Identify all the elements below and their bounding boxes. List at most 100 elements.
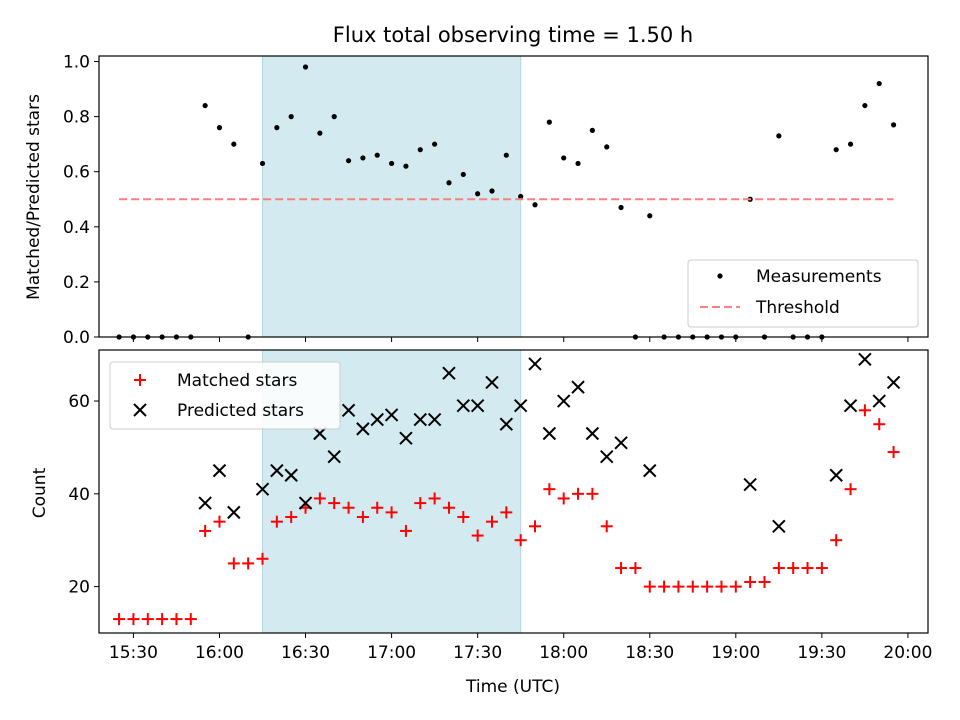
top-y-axis-label: Matched/Predicted stars	[24, 94, 44, 300]
top-y-tick-label: 0.0	[63, 328, 90, 348]
bottom-y-tick-label: 40	[68, 485, 90, 505]
matched-star-point	[830, 534, 843, 547]
predicted-star-point	[886, 375, 901, 390]
matched-star-point	[485, 515, 498, 528]
measurement-point	[532, 202, 538, 208]
matched-star-point	[600, 520, 613, 533]
matched-star-point	[629, 562, 642, 575]
matched-star-point	[500, 506, 513, 519]
matched-star-point	[156, 613, 169, 626]
top-y-tick-label: 1.0	[63, 53, 90, 73]
measurement-point	[833, 147, 839, 153]
predicted-star-point	[872, 394, 886, 408]
matched-star-point	[399, 524, 412, 537]
predicted-star-point	[313, 426, 327, 441]
bottom-x-tick-label: 19:30	[797, 643, 846, 663]
legend-measurements-marker	[717, 273, 723, 279]
predicted-star-point	[270, 463, 284, 478]
matched-star-point	[141, 613, 154, 626]
predicted-star-point	[556, 394, 571, 408]
measurement-point	[460, 171, 466, 178]
measurement-point	[302, 64, 309, 70]
measurement-point	[546, 119, 552, 125]
bottom-y-ticks: 20 40 60	[68, 392, 99, 598]
legend-matched-label: Matched stars	[177, 371, 297, 391]
top-y-tick-label: 0.8	[63, 108, 90, 128]
measurement-point	[388, 160, 395, 167]
top-y-tick-label: 0.4	[63, 218, 90, 238]
matched-star-point	[543, 483, 556, 496]
measurement-point	[446, 180, 452, 186]
measurement-point	[403, 163, 409, 169]
predicted-star-point	[255, 482, 270, 496]
predicted-star-point	[858, 352, 872, 366]
legend-predicted-marker	[133, 403, 147, 417]
bottom-x-ticks: 15:30 16:00 16:30 17:00 17:30 18:00 18:30 19:00…	[109, 633, 932, 663]
measurement-point	[374, 152, 380, 158]
matched-star-point	[356, 511, 369, 524]
predicted-star-point	[212, 463, 227, 478]
measurement-point	[647, 213, 653, 219]
matched-star-point	[572, 487, 585, 500]
predicted-star-point	[370, 412, 384, 427]
bottom-plot-marks	[113, 352, 901, 626]
bottom-x-tick-label: 19:00	[711, 643, 760, 663]
measurement-point	[432, 141, 438, 147]
matched-star-point	[801, 562, 814, 575]
matched-star-point	[270, 515, 283, 528]
measurement-point	[518, 193, 524, 200]
bottom-x-axis-label: Time (UTC)	[465, 677, 560, 697]
predicted-star-point	[341, 403, 356, 418]
matched-star-point	[758, 575, 771, 588]
matched-star-point	[371, 501, 384, 514]
matched-star-point	[213, 515, 226, 528]
predicted-star-point	[542, 426, 557, 441]
predicted-star-point	[829, 468, 843, 482]
matched-star-point	[887, 446, 900, 459]
matched-star-point	[113, 613, 126, 626]
measurement-point	[274, 125, 280, 131]
measurement-point	[317, 130, 323, 136]
predicted-star-point	[384, 408, 399, 422]
predicted-star-point	[499, 417, 514, 431]
predicted-star-point	[600, 449, 614, 464]
measurement-point	[862, 102, 868, 109]
bottom-y-axis-label: Count	[30, 467, 50, 518]
measurement-point	[618, 204, 624, 211]
matched-star-point	[127, 613, 140, 626]
matched-star-point	[873, 418, 886, 431]
matched-star-point	[514, 534, 527, 547]
matched-star-point	[457, 511, 470, 524]
predicted-star-point	[643, 463, 657, 478]
matched-star-point	[658, 580, 671, 593]
measurement-point	[345, 158, 352, 164]
measurement-point	[202, 102, 208, 109]
bottom-y-tick-label: 60	[68, 392, 90, 412]
measurement-point	[575, 160, 581, 167]
matched-star-point	[787, 562, 800, 575]
top-x-ticks	[132, 337, 909, 342]
predicted-star-point	[585, 426, 600, 441]
predicted-star-point	[399, 431, 413, 445]
measurement-point	[589, 127, 595, 133]
matched-star-point	[729, 580, 742, 593]
matched-star-point	[643, 580, 656, 593]
predicted-star-point	[513, 398, 528, 413]
matched-star-point	[285, 511, 298, 524]
predicted-star-point	[485, 375, 499, 390]
bottom-x-tick-label: 15:30	[109, 643, 158, 663]
matched-star-point	[170, 613, 183, 626]
bottom-x-tick-label: 16:00	[195, 643, 244, 663]
measurement-point	[776, 133, 782, 139]
top-legend-box	[687, 259, 919, 328]
measurement-point	[360, 155, 366, 161]
bottom-x-tick-label: 18:30	[625, 643, 674, 663]
matched-star-point	[529, 520, 542, 533]
measurement-point	[288, 114, 294, 120]
bottom-x-tick-label: 18:00	[539, 643, 588, 663]
measurement-point	[876, 80, 882, 87]
measurement-point	[604, 144, 610, 150]
measurement-point	[475, 191, 481, 197]
legend-measurements-label: Measurements	[756, 267, 882, 287]
